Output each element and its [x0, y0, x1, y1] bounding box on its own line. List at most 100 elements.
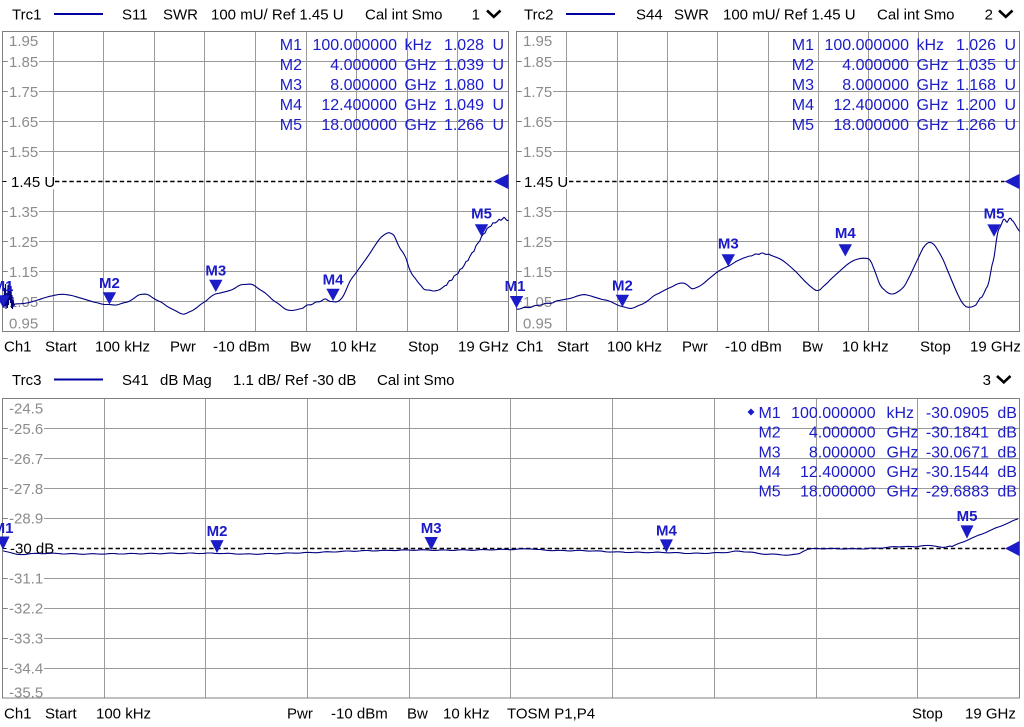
svg-text:8.000000: 8.000000	[330, 77, 397, 94]
svg-text:Start: Start	[45, 339, 78, 356]
svg-text:dB: dB	[997, 464, 1017, 481]
svg-text:GHz: GHz	[887, 425, 919, 442]
svg-text:12.400000: 12.400000	[800, 464, 876, 481]
svg-text:GHz: GHz	[887, 444, 919, 461]
svg-text:-25.6: -25.6	[9, 421, 43, 438]
svg-text:-30.0671: -30.0671	[926, 444, 989, 461]
svg-text:12.400000: 12.400000	[833, 97, 909, 114]
svg-text:1.35: 1.35	[9, 204, 38, 221]
svg-text:U: U	[1005, 37, 1017, 54]
svg-text:GHz: GHz	[917, 57, 949, 74]
svg-text:kHz: kHz	[887, 405, 915, 422]
svg-text:Start: Start	[557, 339, 590, 356]
svg-text:-31.1: -31.1	[9, 571, 43, 588]
svg-text:SWR: SWR	[163, 7, 198, 24]
svg-text:1.266: 1.266	[956, 117, 996, 134]
svg-text:dB: dB	[997, 425, 1017, 442]
svg-text:100.000000: 100.000000	[824, 37, 909, 54]
svg-text:Pwr: Pwr	[682, 339, 708, 356]
svg-text:Pwr: Pwr	[170, 339, 196, 356]
svg-text:M1: M1	[792, 37, 814, 54]
svg-text:-33.3: -33.3	[9, 631, 43, 648]
svg-text:M5: M5	[957, 508, 978, 525]
svg-text:100.000000: 100.000000	[791, 405, 876, 422]
svg-text:-30.1544: -30.1544	[926, 464, 989, 481]
svg-text:-27.8: -27.8	[9, 481, 43, 498]
svg-text:M4: M4	[323, 272, 344, 289]
svg-text:10 kHz: 10 kHz	[330, 339, 377, 356]
svg-text:M1: M1	[505, 278, 526, 295]
svg-text:Bw: Bw	[407, 706, 428, 723]
svg-text:M3: M3	[718, 236, 739, 253]
svg-text:1.049: 1.049	[444, 97, 484, 114]
svg-text:1.25: 1.25	[9, 234, 38, 251]
svg-text:Cal int Smo: Cal int Smo	[377, 372, 455, 389]
svg-text:M2: M2	[99, 275, 120, 292]
svg-text:U: U	[493, 57, 505, 74]
svg-text:19 GHz: 19 GHz	[458, 339, 509, 356]
svg-text:1.65: 1.65	[9, 114, 38, 131]
svg-text:1.85: 1.85	[523, 54, 552, 71]
svg-text:8.000000: 8.000000	[809, 444, 876, 461]
svg-text:U: U	[493, 37, 505, 54]
svg-text:GHz: GHz	[405, 57, 437, 74]
svg-text:Start: Start	[45, 706, 78, 723]
svg-text:M1: M1	[280, 37, 302, 54]
svg-text:1.95: 1.95	[9, 33, 38, 50]
svg-text:1.95: 1.95	[523, 33, 552, 50]
svg-text:M3: M3	[758, 444, 780, 461]
svg-text:S41: S41	[122, 372, 149, 389]
svg-text:-32.2: -32.2	[9, 601, 43, 618]
svg-text:M3: M3	[792, 77, 814, 94]
svg-text:M1: M1	[0, 278, 13, 295]
svg-text:1.35: 1.35	[523, 204, 552, 221]
svg-text:Ch1: Ch1	[4, 339, 32, 356]
svg-text:100 kHz: 100 kHz	[95, 339, 150, 356]
svg-text:U: U	[1005, 97, 1017, 114]
svg-text:0.95: 0.95	[9, 315, 38, 332]
svg-text:1.55: 1.55	[9, 144, 38, 161]
svg-text:M5: M5	[792, 117, 814, 134]
svg-text:Trc1: Trc1	[12, 7, 41, 24]
svg-text:1.65: 1.65	[523, 114, 552, 131]
svg-text:M1: M1	[758, 405, 780, 422]
svg-text:Bw: Bw	[802, 339, 823, 356]
svg-text:8.000000: 8.000000	[842, 77, 909, 94]
svg-text:1.75: 1.75	[523, 84, 552, 101]
svg-text:GHz: GHz	[405, 117, 437, 134]
svg-text:GHz: GHz	[917, 97, 949, 114]
svg-text:4.000000: 4.000000	[842, 57, 909, 74]
svg-text:dB: dB	[997, 484, 1017, 501]
svg-text:18.000000: 18.000000	[321, 117, 397, 134]
svg-text:1.45 U: 1.45 U	[524, 174, 568, 191]
svg-text:1.168: 1.168	[956, 77, 996, 94]
svg-text:GHz: GHz	[405, 97, 437, 114]
svg-text:M2: M2	[612, 278, 633, 295]
svg-text:M5: M5	[984, 206, 1005, 223]
svg-text:U: U	[493, 77, 505, 94]
svg-text:1.45 U: 1.45 U	[11, 174, 55, 191]
svg-text:Stop: Stop	[920, 339, 951, 356]
svg-text:M4: M4	[280, 97, 302, 114]
svg-text:-28.9: -28.9	[9, 511, 43, 528]
svg-text:1.035: 1.035	[956, 57, 996, 74]
svg-text:-30.1841: -30.1841	[926, 425, 989, 442]
svg-text:M5: M5	[471, 206, 492, 223]
svg-text:1.75: 1.75	[9, 84, 38, 101]
svg-text:1: 1	[472, 7, 480, 24]
svg-text:Stop: Stop	[912, 706, 943, 723]
svg-text:kHz: kHz	[405, 37, 433, 54]
svg-text:M4: M4	[792, 97, 814, 114]
svg-text:1.05: 1.05	[523, 294, 552, 311]
svg-text:Cal int Smo: Cal int Smo	[365, 7, 443, 24]
svg-text:TOSM P1,P4: TOSM P1,P4	[507, 706, 595, 723]
svg-text:3: 3	[983, 372, 991, 389]
svg-text:100 mU/ Ref 1.45 U: 100 mU/ Ref 1.45 U	[211, 7, 344, 24]
svg-text:18.000000: 18.000000	[833, 117, 909, 134]
svg-text:1.266: 1.266	[444, 117, 484, 134]
svg-text:M5: M5	[758, 484, 780, 501]
svg-text:M2: M2	[280, 57, 302, 74]
svg-text:1.1 dB/ Ref -30 dB: 1.1 dB/ Ref -30 dB	[233, 372, 356, 389]
svg-text:dB: dB	[997, 444, 1017, 461]
svg-text:19 GHz: 19 GHz	[965, 706, 1016, 723]
